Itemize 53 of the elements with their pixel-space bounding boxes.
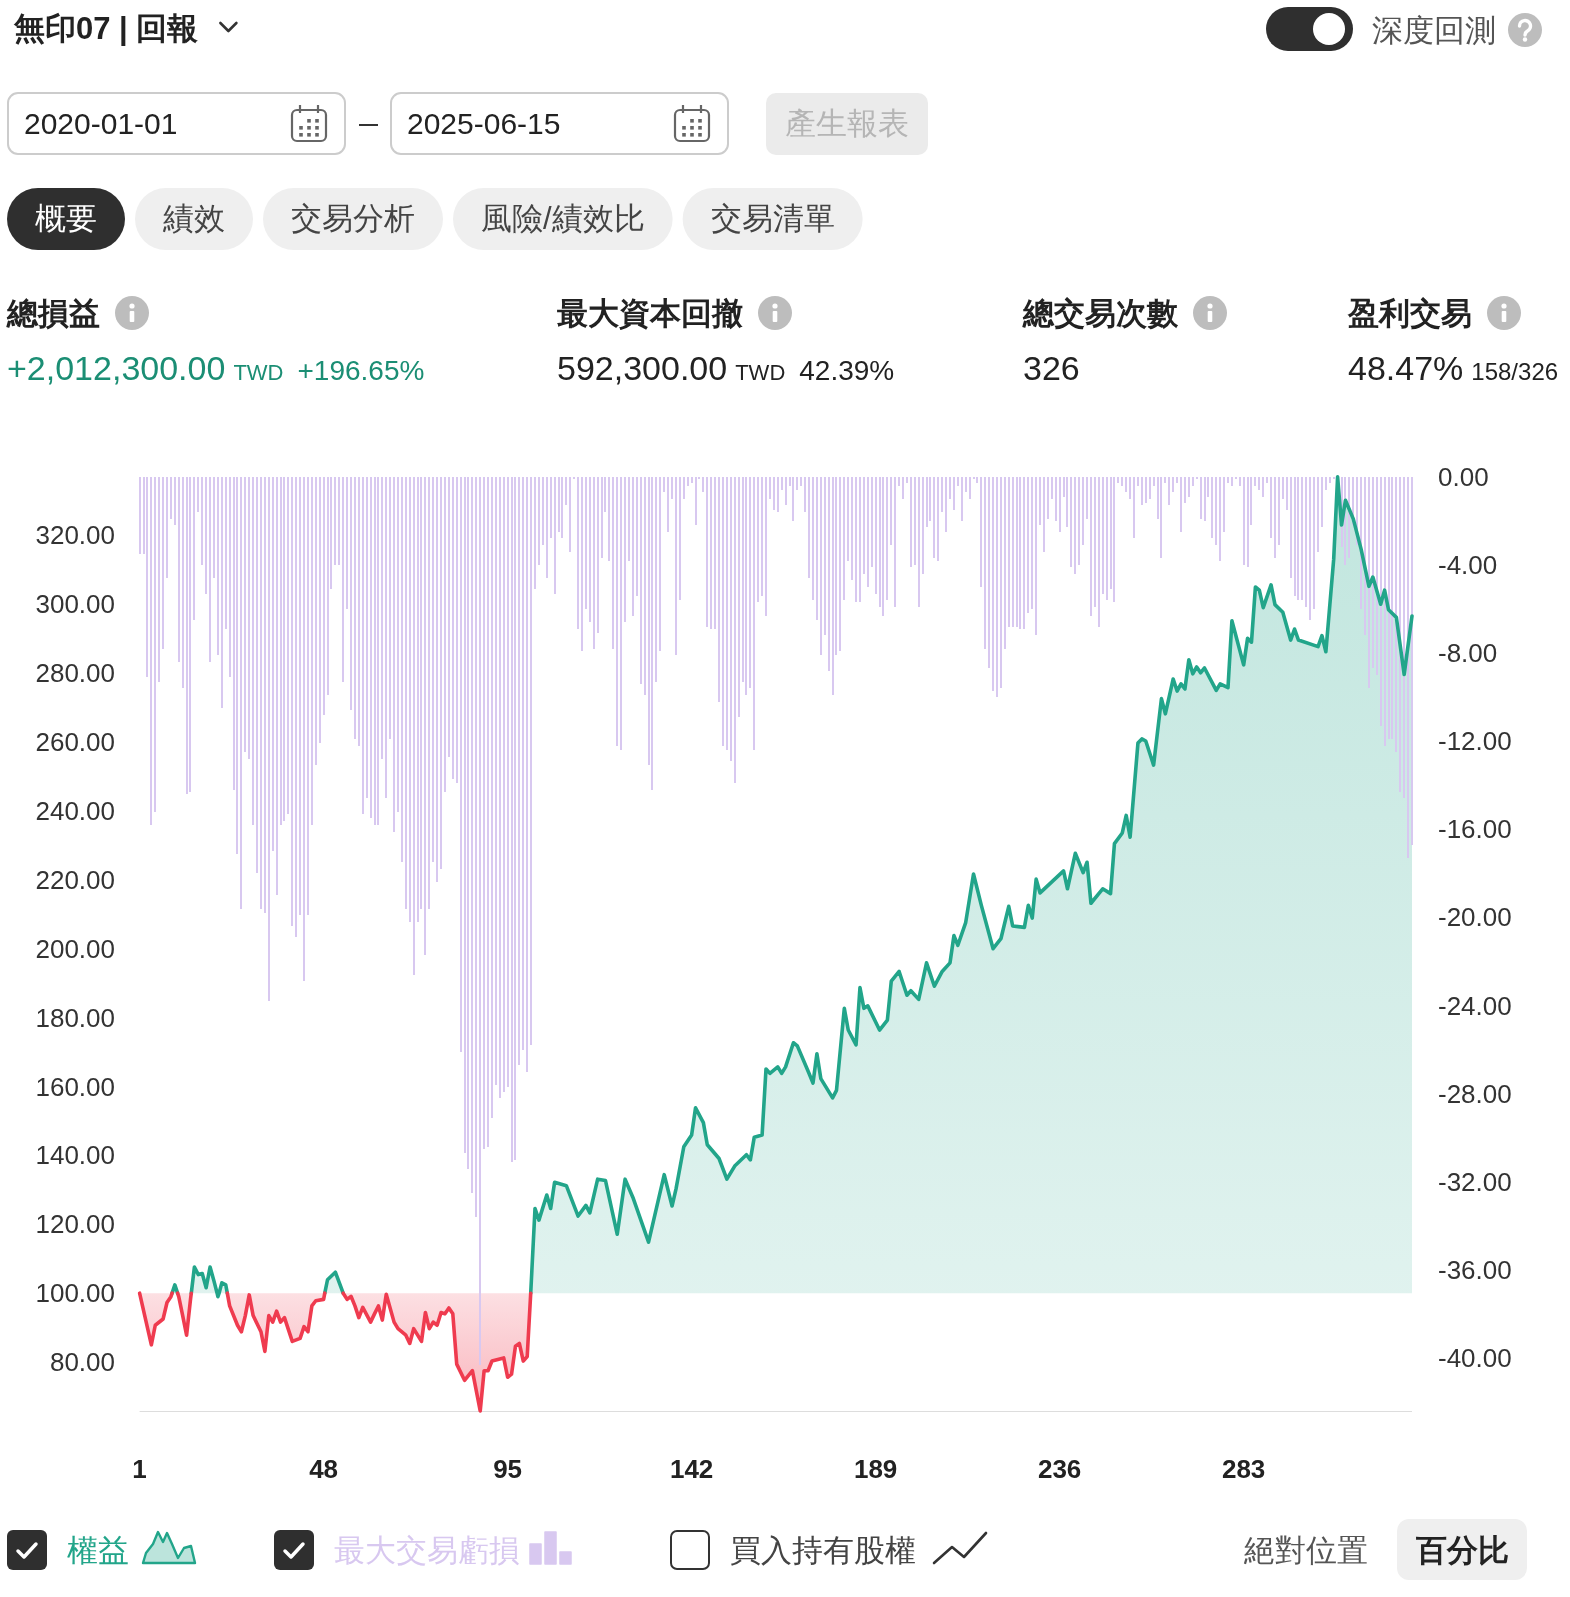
y-tick-label: 140.00 (35, 1140, 115, 1171)
y2-tick-label: 0.00 (1438, 461, 1489, 492)
y2-tick-label: -32.00 (1438, 1166, 1512, 1197)
y-tick-label: 320.00 (35, 520, 115, 551)
text: +2,012,300.00 (7, 349, 226, 387)
tab: 績效 (135, 188, 253, 250)
x-tick-label: 236 (1037, 1454, 1082, 1484)
y-tick-label: 220.00 (35, 864, 115, 895)
text: 最大資本回撤 (557, 296, 743, 331)
y-tick-label: 300.00 (35, 589, 115, 620)
text: 權益 (67, 1533, 129, 1568)
y2-tick-label: -28.00 (1438, 1078, 1512, 1109)
text: 326 (1023, 349, 1080, 387)
tab: 交易分析 (263, 188, 443, 250)
chart-title: 無印07 | 回報 (13, 11, 199, 46)
text: 158/326 (1471, 358, 1559, 385)
text: 總損益 (6, 296, 100, 331)
text: +196.65% (297, 355, 425, 386)
x-tick-label: 95 (493, 1454, 523, 1484)
y2-tick-label: -16.00 (1438, 814, 1512, 845)
tab: 風險/績效比 (453, 188, 673, 250)
y2-tick-label: -12.00 (1438, 726, 1512, 757)
text: TWD (735, 360, 786, 385)
text: 買入持有股權 (730, 1533, 916, 1568)
x-tick-label: 1 (132, 1454, 147, 1484)
x-tick-label: 283 (1221, 1454, 1266, 1484)
y-tick-label: 240.00 (35, 795, 115, 826)
x-tick-label: 189 (853, 1454, 898, 1484)
text: 42.39% (799, 355, 895, 386)
y2-tick-label: -40.00 (1438, 1343, 1512, 1374)
y2-tick-label: -24.00 (1438, 990, 1512, 1021)
y-tick-label: 200.00 (35, 933, 115, 964)
text: TWD (233, 360, 284, 385)
text: 592,300.00 (557, 349, 728, 387)
y2-tick-label: -36.00 (1438, 1254, 1512, 1285)
x-tick-label: 142 (669, 1454, 714, 1484)
text: 絕對位置 (1243, 1533, 1368, 1568)
y2-tick-label: -8.00 (1438, 638, 1498, 669)
text: 深度回測 (1372, 13, 1496, 48)
y-tick-label: 260.00 (35, 727, 115, 758)
text: 48.47% (1348, 349, 1464, 387)
y-tick-label: 180.00 (35, 1002, 115, 1033)
y-tick-label: 160.00 (35, 1071, 115, 1102)
text: 盈利交易 (1347, 296, 1472, 331)
y-tick-label: 100.00 (35, 1278, 115, 1309)
y-tick-label: 280.00 (35, 658, 115, 689)
text: 總交易次數 (1022, 296, 1179, 331)
y2-tick-label: -4.00 (1438, 549, 1498, 580)
tab: 交易清單 (682, 188, 863, 250)
y-tick-label: 80.00 (49, 1347, 115, 1378)
y-tick-label: 120.00 (35, 1209, 115, 1240)
y2-tick-label: -20.00 (1438, 902, 1512, 933)
x-tick-label: 48 (309, 1454, 339, 1484)
